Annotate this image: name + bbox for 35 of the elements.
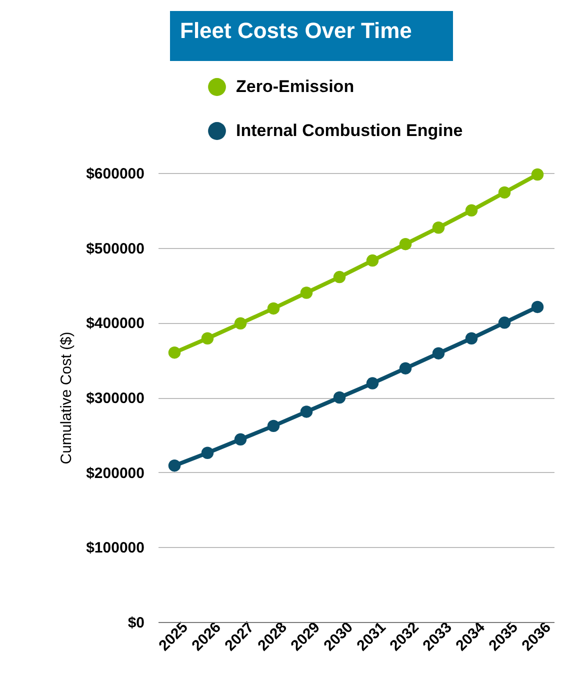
point bbox=[465, 204, 478, 217]
point bbox=[498, 316, 511, 329]
point bbox=[201, 446, 214, 459]
point bbox=[498, 186, 511, 199]
point bbox=[432, 222, 445, 234]
point bbox=[366, 377, 379, 390]
point bbox=[333, 270, 346, 284]
y-tick-label: $200000 bbox=[86, 464, 144, 482]
point bbox=[399, 362, 412, 374]
y-tick-label: $500000 bbox=[86, 240, 144, 258]
point bbox=[234, 317, 247, 330]
point bbox=[531, 168, 544, 181]
point bbox=[366, 254, 379, 267]
y-tick-label: $0 bbox=[128, 614, 144, 632]
legend-label: Zero-Emission bbox=[236, 77, 354, 96]
point bbox=[267, 302, 280, 315]
y-tick-label: $300000 bbox=[86, 390, 144, 407]
y-tick-label: $400000 bbox=[86, 315, 144, 332]
point bbox=[201, 332, 214, 344]
point bbox=[333, 391, 346, 404]
point bbox=[168, 346, 181, 359]
point bbox=[168, 459, 181, 472]
point bbox=[531, 300, 544, 314]
legend-label: Internal Combustion Engine bbox=[236, 121, 463, 140]
point bbox=[432, 347, 445, 360]
y-tick-label: $600000 bbox=[86, 166, 144, 182]
point bbox=[399, 238, 412, 250]
chart-title: Fleet Costs Over Time bbox=[170, 11, 453, 61]
point bbox=[465, 332, 478, 344]
point bbox=[234, 433, 247, 446]
point bbox=[300, 406, 313, 418]
y-axis-title: Cumulative Cost ($) bbox=[58, 332, 76, 464]
point bbox=[300, 286, 313, 299]
y-tick-label: $100000 bbox=[86, 540, 144, 557]
point bbox=[267, 420, 280, 432]
